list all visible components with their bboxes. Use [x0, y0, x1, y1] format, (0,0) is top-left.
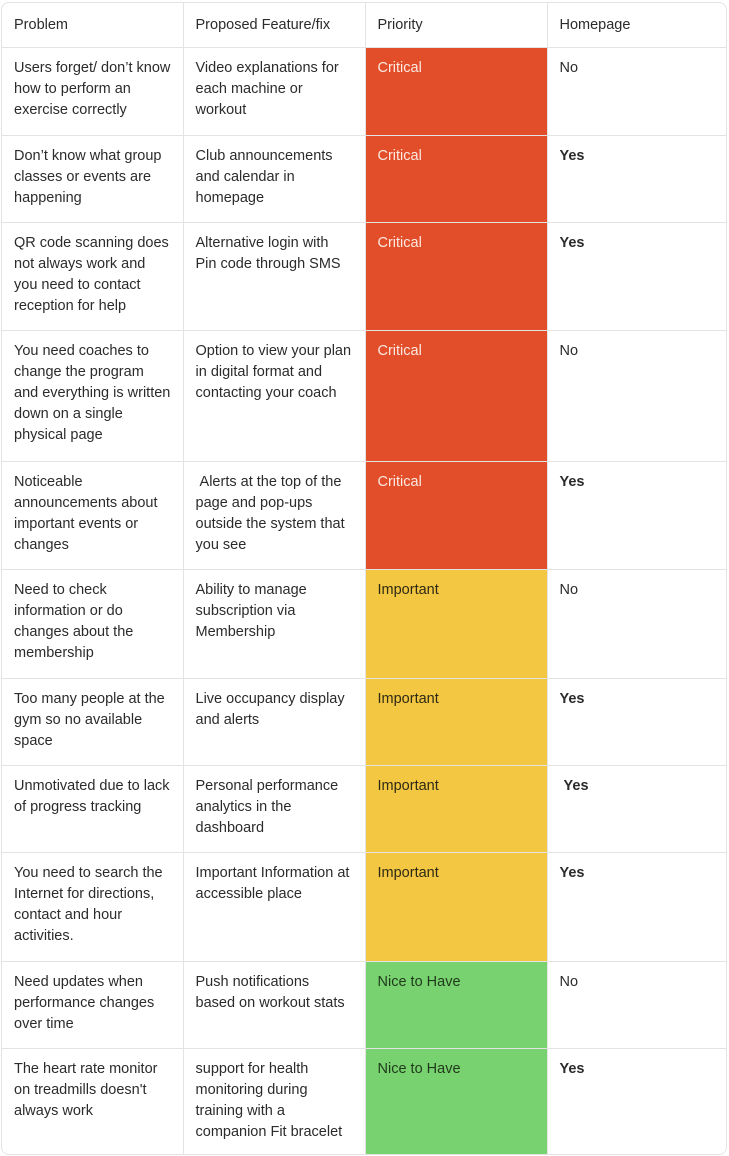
problem-cell: Unmotivated due to lack of progress trac…: [2, 764, 184, 853]
problem-cell: You need coaches to change the program a…: [2, 329, 184, 462]
table-row: Need to check information or do changes …: [2, 568, 726, 679]
priority-cell: Important: [364, 851, 548, 962]
feature-cell: Personal performance analytics in the da…: [182, 764, 366, 853]
homepage-cell: Yes: [546, 460, 726, 570]
homepage-cell: Yes: [546, 1047, 726, 1154]
homepage-cell: No: [546, 960, 726, 1049]
header-homepage: Homepage: [546, 3, 726, 48]
feature-priority-table: Problem Proposed Feature/fix Priority Ho…: [2, 3, 726, 1154]
table-row: Too many people at the gym so no availab…: [2, 677, 726, 766]
table-row: Users forget/ don’t know how to perform …: [2, 46, 726, 136]
header-proposed-feature: Proposed Feature/fix: [182, 3, 366, 48]
header-row: Problem Proposed Feature/fix Priority Ho…: [2, 3, 726, 48]
feature-cell: support for health monitoring during tra…: [182, 1047, 366, 1154]
table-row: Need updates when performance changes ov…: [2, 960, 726, 1049]
priority-cell: Critical: [364, 329, 548, 462]
homepage-cell: Yes: [546, 134, 726, 223]
feature-cell: Ability to manage subscription via Membe…: [182, 568, 366, 679]
problem-cell: QR code scanning does not always work an…: [2, 221, 184, 331]
problem-cell: Too many people at the gym so no availab…: [2, 677, 184, 766]
homepage-cell: Yes: [546, 851, 726, 962]
header-problem: Problem: [2, 3, 184, 48]
priority-cell: Nice to Have: [364, 960, 548, 1049]
feature-cell: Video explanations for each machine or w…: [182, 46, 366, 136]
table-row: QR code scanning does not always work an…: [2, 221, 726, 331]
priority-cell: Nice to Have: [364, 1047, 548, 1154]
feature-cell: Option to view your plan in digital form…: [182, 329, 366, 462]
table-row: You need coaches to change the program a…: [2, 329, 726, 462]
feature-cell: Live occupancy display and alerts: [182, 677, 366, 766]
table-row: Don’t know what group classes or events …: [2, 134, 726, 223]
table-row: You need to search the Internet for dire…: [2, 851, 726, 962]
feature-cell: Push notifications based on workout stat…: [182, 960, 366, 1049]
table-row: Unmotivated due to lack of progress trac…: [2, 764, 726, 853]
feature-cell: Important Information at accessible plac…: [182, 851, 366, 962]
table-row: The heart rate monitor on treadmills doe…: [2, 1047, 726, 1154]
problem-cell: You need to search the Internet for dire…: [2, 851, 184, 962]
feature-cell: Alternative login with Pin code through …: [182, 221, 366, 331]
homepage-cell: No: [546, 329, 726, 462]
homepage-cell: No: [546, 46, 726, 136]
homepage-cell: Yes: [546, 764, 726, 853]
problem-cell: Need updates when performance changes ov…: [2, 960, 184, 1049]
priority-cell: Critical: [364, 221, 548, 331]
problem-cell: Need to check information or do changes …: [2, 568, 184, 679]
homepage-cell: No: [546, 568, 726, 679]
homepage-cell: Yes: [546, 221, 726, 331]
problem-cell: The heart rate monitor on treadmills doe…: [2, 1047, 184, 1154]
priority-cell: Important: [364, 764, 548, 853]
feature-cell: Alerts at the top of the page and pop-up…: [182, 460, 366, 570]
priority-cell: Critical: [364, 460, 548, 570]
feature-cell: Club announcements and calendar in homep…: [182, 134, 366, 223]
homepage-cell: Yes: [546, 677, 726, 766]
problem-cell: Users forget/ don’t know how to perform …: [2, 46, 184, 136]
problem-cell: Don’t know what group classes or events …: [2, 134, 184, 223]
priority-cell: Critical: [364, 46, 548, 136]
table-row: Noticeable announcements about important…: [2, 460, 726, 570]
priority-cell: Important: [364, 677, 548, 766]
priority-cell: Important: [364, 568, 548, 679]
problem-cell: Noticeable announcements about important…: [2, 460, 184, 570]
priority-cell: Critical: [364, 134, 548, 223]
header-priority: Priority: [364, 3, 548, 48]
